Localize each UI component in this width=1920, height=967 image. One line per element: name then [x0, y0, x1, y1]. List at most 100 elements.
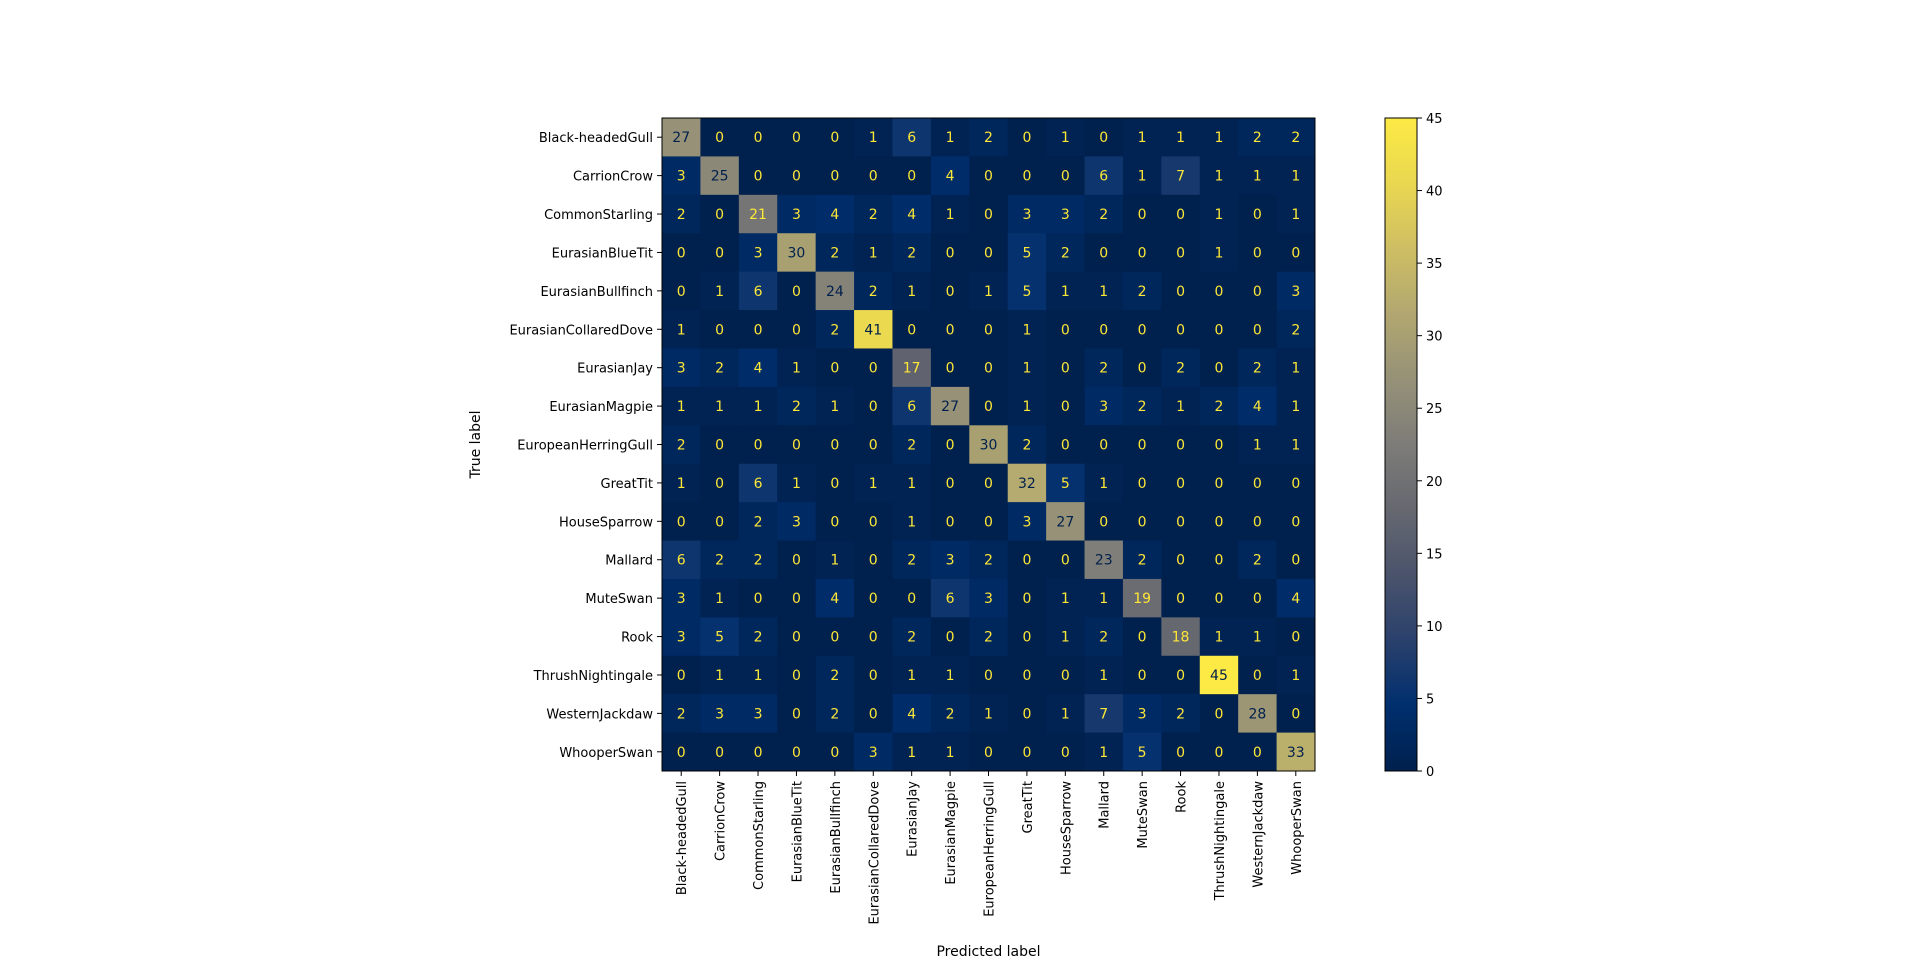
cell-value-label: 2	[792, 399, 801, 415]
cell-value-label: 0	[984, 514, 993, 530]
cell-value-label: 0	[792, 553, 801, 569]
heatmap-cell	[1199, 732, 1239, 772]
heatmap-cell	[930, 233, 970, 273]
heatmap-cell	[662, 194, 701, 234]
heatmap-cell	[1046, 540, 1086, 580]
heatmap-cell	[1122, 617, 1162, 657]
cell-value-label: 0	[1253, 591, 1262, 607]
heatmap-cell	[1276, 540, 1316, 580]
heatmap-cell	[930, 732, 970, 772]
cell-value-label: 2	[754, 514, 763, 530]
heatmap-cell	[700, 156, 740, 196]
cell-value-label: 1	[1291, 438, 1300, 454]
colorbar-tick-label: 0	[1426, 765, 1434, 780]
cell-value-label: 1	[1099, 591, 1108, 607]
cell-value-label: 0	[869, 399, 878, 415]
cell-value-label: 2	[907, 630, 916, 646]
colorbar-ticks: 0 5 10 15 20 25 30 35 40 45	[1417, 112, 1443, 780]
heatmap-cell	[1161, 694, 1201, 734]
cell-value-label: 1	[1253, 169, 1262, 185]
cell-value-label: 4	[830, 591, 839, 607]
cell-value-label: 0	[1061, 668, 1070, 684]
heatmap-cell	[892, 118, 932, 157]
heatmap-cell	[1276, 655, 1316, 695]
heatmap-cell	[1046, 463, 1086, 503]
cell-value-label: 0	[830, 630, 839, 646]
heatmap-cell	[738, 194, 778, 234]
cell-value-label: 0	[1253, 322, 1262, 338]
heatmap-cell	[892, 348, 932, 388]
cell-value-label: 0	[1022, 130, 1031, 146]
x-tick-label: EurasianMagpie	[944, 781, 959, 885]
heatmap-cell	[1122, 156, 1162, 196]
cell-value-label: 19	[1133, 591, 1151, 607]
heatmap-cell	[700, 540, 740, 580]
cell-value-label: 1	[984, 706, 993, 722]
colorbar-tick-label: 15	[1426, 547, 1443, 562]
heatmap-cell	[1046, 617, 1086, 657]
heatmap-cell	[738, 271, 778, 311]
heatmap-cell	[854, 118, 893, 157]
heatmap-cell	[700, 118, 740, 157]
cell-value-label: 0	[1022, 745, 1031, 761]
heatmap-cell	[1161, 502, 1201, 542]
heatmap-cell	[777, 386, 817, 426]
cell-value-label: 4	[1291, 591, 1300, 607]
heatmap-cell	[854, 348, 893, 388]
heatmap-cell	[777, 425, 817, 465]
cell-value-label: 0	[1215, 322, 1224, 338]
heatmap-cell	[1161, 348, 1201, 388]
colorbar-tick-label: 45	[1426, 112, 1443, 127]
heatmap-cell	[815, 271, 855, 311]
cell-value-label: 0	[1215, 438, 1224, 454]
heatmap-cell	[854, 386, 893, 426]
cell-value-label: 0	[1022, 668, 1031, 684]
heatmap-cell	[1238, 233, 1278, 273]
heatmap-cell	[777, 655, 817, 695]
cell-value-label: 1	[1138, 169, 1147, 185]
cell-value-label: 1	[869, 476, 878, 492]
heatmap-cell	[892, 156, 932, 196]
heatmap-cell	[1046, 194, 1086, 234]
cell-value-label: 0	[754, 130, 763, 146]
heatmap-cell	[1007, 540, 1047, 580]
colorbar-tick-label: 20	[1426, 475, 1443, 490]
y-tick-label: Mallard	[605, 554, 653, 569]
heatmap-cell	[777, 578, 817, 618]
heatmap-cell	[700, 310, 740, 349]
cell-value-label: 0	[1253, 745, 1262, 761]
cell-value-label: 0	[869, 591, 878, 607]
heatmap-cell	[1161, 732, 1201, 772]
cell-value-label: 1	[907, 514, 916, 530]
heatmap-cell	[815, 617, 855, 657]
cell-value-label: 1	[1061, 130, 1070, 146]
cell-value-label: 3	[677, 361, 686, 377]
cell-value-label: 2	[1022, 438, 1031, 454]
cell-value-label: 0	[830, 130, 839, 146]
cell-value-label: 1	[946, 130, 955, 146]
heatmap-cell	[1276, 233, 1316, 273]
cell-value-label: 0	[1291, 630, 1300, 646]
heatmap-cell	[930, 118, 970, 157]
cell-value-label: 5	[1061, 476, 1070, 492]
cell-value-label: 0	[1061, 745, 1070, 761]
cell-value-label: 0	[715, 514, 724, 530]
cell-value-label: 0	[1061, 169, 1070, 185]
cell-value-label: 0	[830, 745, 839, 761]
heatmap-cell	[854, 617, 893, 657]
cell-value-label: 0	[1253, 514, 1262, 530]
cell-value-label: 1	[869, 245, 878, 261]
heatmap-cell	[1199, 694, 1239, 734]
cell-value-label: 0	[869, 514, 878, 530]
cell-value-label: 27	[941, 399, 959, 415]
cell-value-label: 0	[946, 245, 955, 261]
heatmap-cell	[738, 233, 778, 273]
cell-value-label: 0	[1099, 438, 1108, 454]
x-axis-label: Predicted label	[936, 944, 1040, 960]
cell-value-label: 0	[1138, 322, 1147, 338]
heatmap-cell	[662, 310, 701, 349]
cell-value-label: 0	[907, 591, 916, 607]
cell-value-label: 1	[1291, 361, 1300, 377]
heatmap-cell	[1276, 271, 1316, 311]
